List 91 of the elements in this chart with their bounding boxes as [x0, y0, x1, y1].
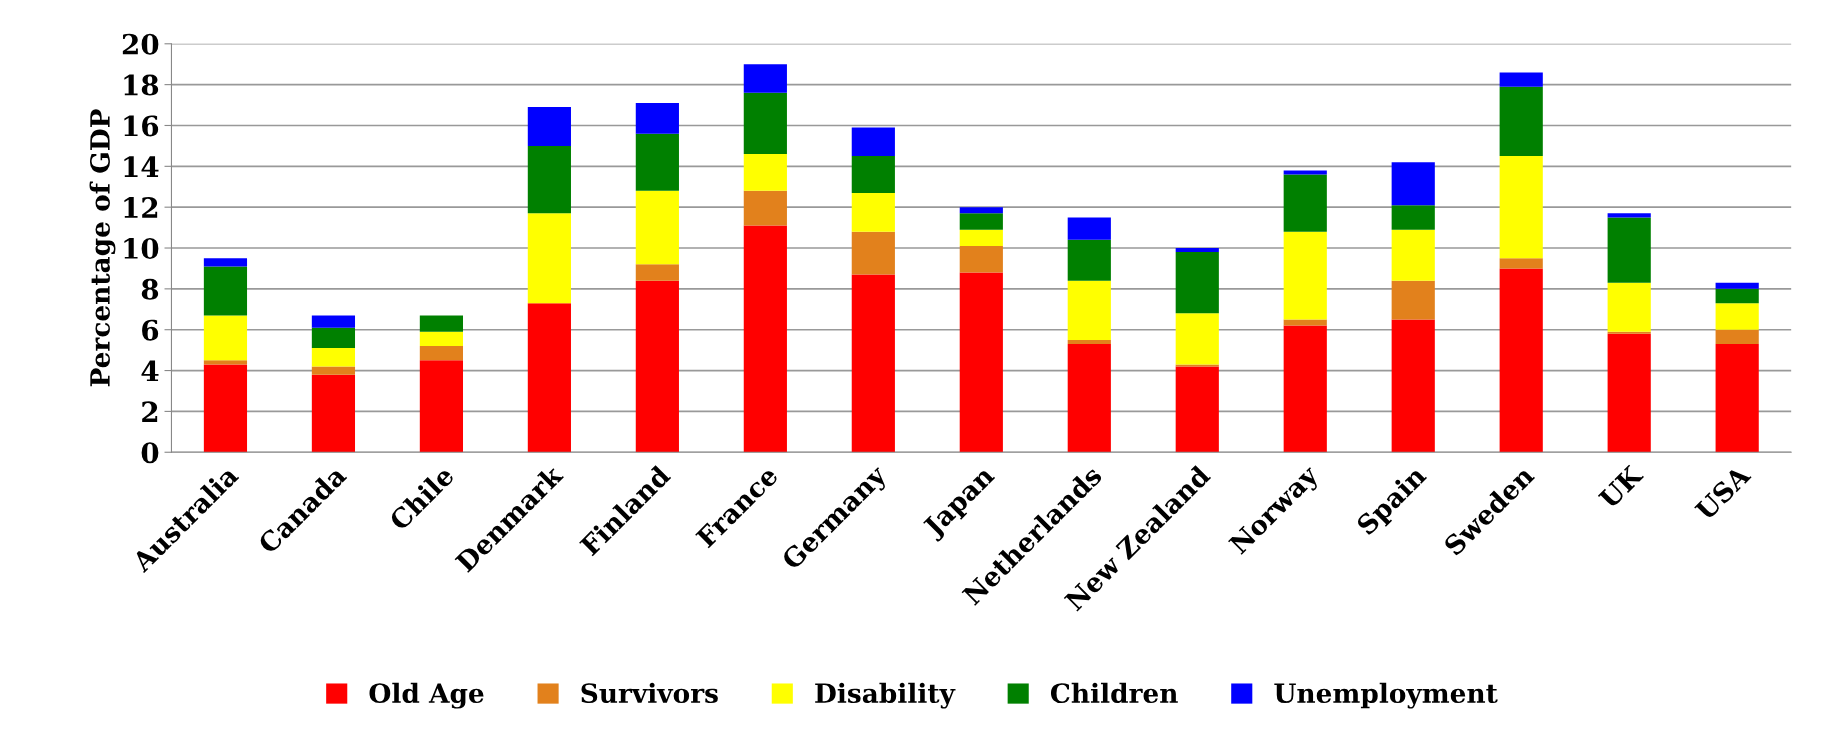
legend-label: Old Age — [369, 682, 484, 709]
bar — [851, 156, 895, 193]
bar — [1391, 162, 1435, 206]
bar — [851, 274, 895, 453]
bar — [1283, 325, 1327, 453]
bar — [1283, 170, 1327, 175]
bar — [743, 92, 787, 155]
bar — [1067, 217, 1111, 240]
bar — [959, 229, 1003, 246]
bar — [1715, 288, 1759, 304]
bar — [1391, 229, 1435, 281]
bar — [851, 231, 895, 275]
bar — [419, 360, 463, 453]
bar — [419, 346, 463, 361]
bar — [203, 364, 248, 453]
bar — [743, 190, 787, 226]
y-tick-label: 8 — [141, 278, 159, 300]
bar — [1715, 303, 1759, 330]
bar — [419, 331, 463, 347]
bar — [743, 154, 787, 191]
legend-label: Disability — [815, 682, 956, 709]
bar — [1715, 282, 1759, 289]
bar — [1175, 252, 1219, 314]
bar — [743, 225, 787, 453]
bar — [635, 190, 679, 265]
bar — [635, 133, 679, 191]
legend-label: Survivors — [581, 682, 718, 704]
bar — [1391, 205, 1435, 230]
bar — [527, 107, 571, 146]
bar — [1715, 344, 1759, 453]
y-tick-label: 16 — [124, 115, 159, 137]
bar — [203, 266, 248, 316]
bar — [1607, 331, 1651, 334]
bar — [203, 315, 248, 361]
y-tick-label: 10 — [124, 237, 159, 259]
bar — [311, 348, 356, 367]
bar — [743, 64, 787, 93]
y-tick-label: 0 — [141, 442, 159, 464]
bar — [1499, 72, 1543, 87]
y-tick-label: 20 — [122, 33, 159, 55]
bar — [311, 366, 356, 375]
bar — [311, 315, 356, 328]
bar — [203, 258, 248, 267]
bar — [527, 213, 571, 304]
bar — [635, 103, 679, 134]
bar — [959, 245, 1003, 273]
bar — [959, 207, 1003, 214]
bar — [1607, 282, 1651, 332]
y-tick-label: 6 — [142, 319, 159, 341]
bar — [1067, 239, 1111, 281]
bar — [311, 327, 356, 349]
bar — [1175, 364, 1219, 367]
bar — [1067, 339, 1111, 344]
bar — [311, 374, 356, 453]
y-tick-label: 4 — [141, 360, 159, 382]
y-tick-label: 14 — [124, 156, 159, 177]
y-tick-label: 12 — [124, 197, 158, 218]
bar — [527, 303, 571, 453]
bar — [959, 272, 1003, 453]
bar — [851, 127, 895, 157]
bar — [1607, 213, 1651, 218]
bar — [1067, 344, 1111, 453]
bar — [1607, 217, 1651, 283]
y-tick-label: 2 — [142, 401, 158, 422]
bar — [851, 192, 895, 232]
bar — [1283, 174, 1327, 232]
bar — [1499, 268, 1543, 453]
bar — [1391, 280, 1435, 320]
bar — [1607, 333, 1651, 453]
legend-label: Unemployment — [1274, 682, 1498, 709]
bar — [1175, 248, 1219, 253]
bar — [1391, 319, 1435, 453]
bar — [635, 280, 679, 453]
bar — [959, 213, 1003, 230]
bar — [419, 315, 463, 332]
y-axis-title: Percentage of GDP — [89, 109, 116, 387]
bar — [635, 264, 679, 281]
legend-label: Children — [1050, 682, 1178, 704]
bar — [527, 145, 571, 214]
bar — [1067, 280, 1111, 340]
bar — [1175, 313, 1219, 365]
bar — [1283, 319, 1327, 326]
bar — [1715, 329, 1759, 344]
y-tick-label: 18 — [124, 74, 159, 96]
bar — [203, 360, 248, 365]
x-tick-label: UK — [1597, 463, 1645, 510]
bar — [1175, 366, 1219, 453]
bar — [1499, 86, 1543, 157]
bar — [1283, 231, 1327, 320]
bar — [1499, 156, 1543, 259]
bar — [1499, 258, 1543, 269]
